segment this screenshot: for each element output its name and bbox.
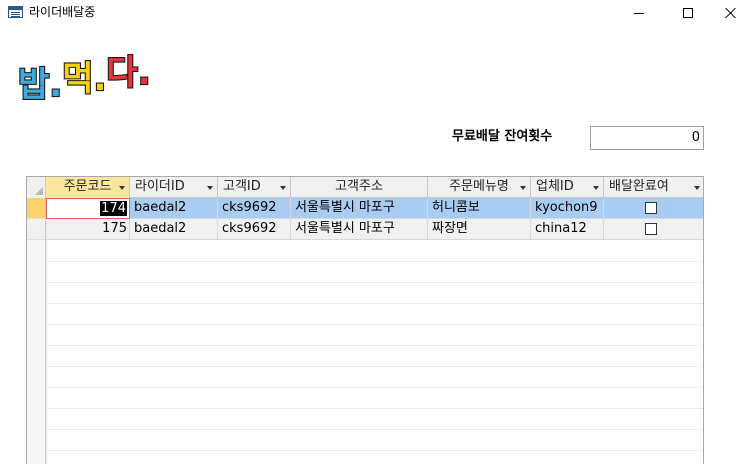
grid-line bbox=[46, 282, 703, 283]
grid-line bbox=[46, 450, 703, 451]
brand-logo: 밥.먹.다. bbox=[17, 52, 152, 106]
close-icon bbox=[725, 7, 737, 19]
close-button[interactable] bbox=[708, 0, 754, 26]
column-header-customer-id[interactable]: 고객ID bbox=[218, 177, 291, 198]
select-all-corner[interactable] bbox=[27, 177, 46, 198]
column-header-address[interactable]: 고객주소 bbox=[291, 177, 428, 198]
column-header-menu[interactable]: 주문메뉴명 bbox=[428, 177, 531, 198]
address-cell[interactable]: 서울특별시 마포구 bbox=[291, 219, 428, 240]
record-selector[interactable] bbox=[27, 219, 46, 240]
rider-id-cell[interactable]: baedal2 bbox=[130, 198, 218, 219]
free-delivery-label: 무료배달 잔여횟수 bbox=[452, 129, 553, 144]
form-icon bbox=[8, 6, 23, 18]
column-header-order-code[interactable]: 주문코드 bbox=[46, 177, 130, 198]
grid-line bbox=[46, 408, 703, 409]
grid-line bbox=[46, 366, 703, 367]
minimize-button[interactable] bbox=[616, 0, 662, 26]
store-id-cell[interactable]: kyochon9 bbox=[531, 198, 604, 219]
title-bar: 라이더배달중 bbox=[0, 0, 754, 26]
column-header-rider-id[interactable]: 라이더ID bbox=[130, 177, 218, 198]
grid-line bbox=[46, 387, 703, 388]
chevron-down-icon[interactable] bbox=[119, 186, 125, 190]
chevron-down-icon[interactable] bbox=[593, 186, 599, 190]
order-code-cell[interactable]: 174 bbox=[46, 198, 130, 219]
order-code-cell[interactable]: 175 bbox=[46, 219, 130, 240]
window-title: 라이더배달중 bbox=[29, 5, 96, 19]
menu-cell[interactable]: 짜장면 bbox=[428, 219, 531, 240]
customer-id-cell[interactable]: cks9692 bbox=[218, 219, 291, 240]
grid-line bbox=[46, 324, 703, 325]
delivered-cell[interactable] bbox=[604, 198, 703, 219]
minimize-icon bbox=[634, 12, 644, 14]
table-row[interactable]: 175 baedal2 cks9692 서울특별시 마포구 짜장면 china1… bbox=[46, 219, 703, 240]
chevron-down-icon[interactable] bbox=[694, 186, 700, 190]
rider-id-cell[interactable]: baedal2 bbox=[130, 219, 218, 240]
chevron-down-icon[interactable] bbox=[280, 186, 286, 190]
grid-line bbox=[46, 261, 703, 262]
grid-line bbox=[46, 429, 703, 430]
delivered-cell[interactable] bbox=[604, 219, 703, 240]
customer-id-cell[interactable]: cks9692 bbox=[218, 198, 291, 219]
maximize-icon bbox=[683, 8, 693, 18]
delivered-checkbox[interactable] bbox=[645, 202, 657, 214]
address-cell[interactable]: 서울특별시 마포구 bbox=[291, 198, 428, 219]
chevron-down-icon[interactable] bbox=[520, 186, 526, 190]
maximize-button[interactable] bbox=[665, 0, 711, 26]
column-header-store-id[interactable]: 업체ID bbox=[531, 177, 604, 198]
grid-line bbox=[46, 240, 47, 464]
orders-datasheet: 주문코드 라이더ID 고객ID 고객주소 주문메뉴명 업체ID 배달완료여 17… bbox=[26, 176, 704, 464]
record-selector-empty-area bbox=[27, 240, 46, 464]
delivered-checkbox[interactable] bbox=[645, 223, 657, 235]
datasheet-header: 주문코드 라이더ID 고객ID 고객주소 주문메뉴명 업체ID 배달완료여 bbox=[27, 177, 703, 198]
grid-line bbox=[46, 345, 703, 346]
chevron-down-icon[interactable] bbox=[207, 186, 213, 190]
record-selector-current[interactable] bbox=[27, 198, 46, 219]
free-delivery-count-field[interactable]: 0 bbox=[590, 126, 704, 150]
table-row[interactable]: 174 baedal2 cks9692 서울특별시 마포구 허니콤보 kyoch… bbox=[46, 198, 703, 219]
menu-cell[interactable]: 허니콤보 bbox=[428, 198, 531, 219]
column-header-delivered[interactable]: 배달완료여 bbox=[604, 177, 703, 198]
store-id-cell[interactable]: china12 bbox=[531, 219, 604, 240]
grid-line bbox=[46, 303, 703, 304]
logo-text: 밥.먹.다. bbox=[18, 53, 151, 105]
